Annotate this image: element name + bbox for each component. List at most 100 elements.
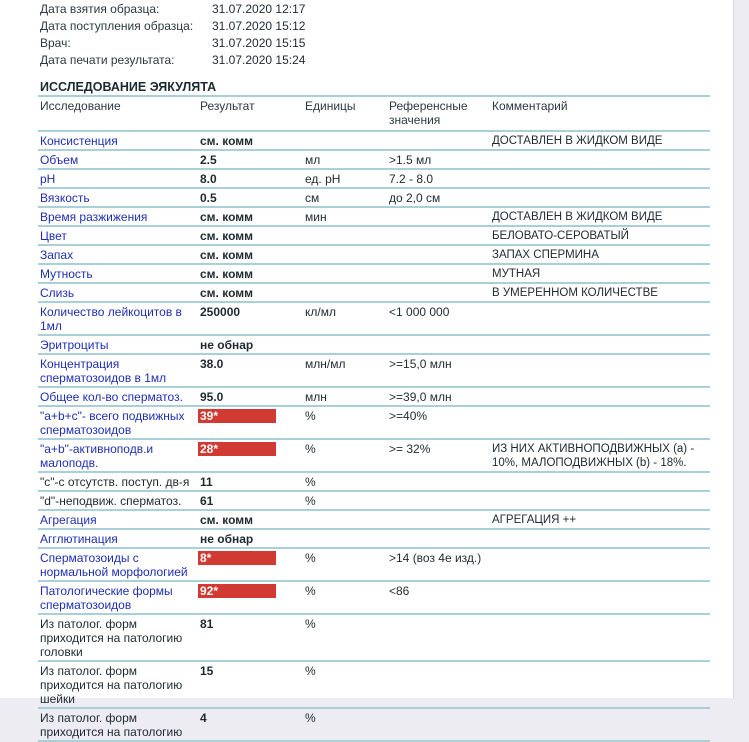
test-name: "a+b"-активноподв.и малоподв. xyxy=(38,438,198,472)
result-cell: см. комм xyxy=(198,206,303,226)
section-title: ИССЛЕДОВАНИЕ ЭЯКУЛЯТА xyxy=(40,80,217,94)
unit: % xyxy=(303,613,387,661)
reference: >14 (воз 4е изд.) xyxy=(387,547,490,581)
unit: % xyxy=(303,405,387,439)
result-cell: 61 xyxy=(198,490,303,510)
table-row: Вязкость 0.5 см до 2,0 см xyxy=(38,187,710,207)
comment xyxy=(490,386,710,406)
table-row: Запах см. комм ЗАПАХ СПЕРМИНА xyxy=(38,244,710,264)
unit: % xyxy=(303,547,387,581)
table-row: Из патолог. форм приходится на патологию… xyxy=(38,660,710,708)
reference xyxy=(387,490,490,510)
test-name: Эритроциты xyxy=(38,334,198,354)
result-value: 250000 xyxy=(200,305,241,319)
test-name: Агрегация xyxy=(38,509,198,529)
meta-row: Дата взятия образца: 31.07.2020 12:17 xyxy=(40,1,305,18)
result-value: 11 xyxy=(200,475,213,489)
result-value: см. комм xyxy=(200,248,253,262)
col-test: Исследование xyxy=(38,95,198,131)
result-value: см. комм xyxy=(200,513,253,527)
result-value: см. комм xyxy=(200,286,253,300)
unit: см xyxy=(303,187,387,207)
test-name: Количество лейкоцитов в 1мл xyxy=(38,301,198,335)
table-row: "a+b+c"- всего подвижных сперматозоидов … xyxy=(38,405,710,439)
unit: % xyxy=(303,707,387,742)
reference xyxy=(387,707,490,742)
comment xyxy=(490,580,710,614)
reference xyxy=(387,206,490,226)
col-result: Результат xyxy=(198,95,303,131)
result-value: см. комм xyxy=(200,210,253,224)
result-flagged: 39* xyxy=(198,409,276,423)
unit xyxy=(303,263,387,283)
comment: ИЗ НИХ АКТИВНОПОДВИЖНЫХ (а) - 10%, МАЛОП… xyxy=(490,438,710,472)
comment xyxy=(490,707,710,742)
result-value: см. комм xyxy=(200,229,253,243)
table-row: Агглютинация не обнар xyxy=(38,528,710,548)
test-name: "d"-неподвиж. сперматоз. xyxy=(38,490,198,510)
test-name: Запах xyxy=(38,244,198,264)
unit: % xyxy=(303,438,387,472)
result-value: 0.5 xyxy=(200,191,217,205)
unit xyxy=(303,509,387,529)
result-cell: 11 xyxy=(198,471,303,491)
table-row: Патологические формы сперматозоидов 92* … xyxy=(38,580,710,614)
comment: ДОСТАВЛЕН В ЖИДКОМ ВИДЕ xyxy=(490,206,710,226)
table-row: Цвет см. комм БЕЛОВАТО-СЕРОВАТЫЙ xyxy=(38,225,710,245)
sample-info: Дата взятия образца: 31.07.2020 12:17 Дата… xyxy=(40,1,305,69)
meta-row: Врач: 31.07.2020 15:15 xyxy=(40,35,305,52)
result-value: 8.0 xyxy=(200,172,217,186)
col-units: Единицы xyxy=(303,95,387,131)
col-reference: Референсные значения xyxy=(387,95,490,131)
report-page: Дата взятия образца: 31.07.2020 12:17 Дата… xyxy=(0,0,734,742)
unit: % xyxy=(303,660,387,708)
table-row: Количество лейкоцитов в 1мл 250000 кл/мл… xyxy=(38,301,710,335)
comment xyxy=(490,660,710,708)
result-cell: см. комм xyxy=(198,282,303,302)
test-name: "c"-с отсутств. поступ. дв-я xyxy=(38,471,198,491)
reference: >=40% xyxy=(387,405,490,439)
reference xyxy=(387,263,490,283)
table-row: "c"-с отсутств. поступ. дв-я 11 % xyxy=(38,471,710,491)
comment xyxy=(490,187,710,207)
reference xyxy=(387,613,490,661)
reference: >=15,0 млн xyxy=(387,353,490,387)
meta-value: 31.07.2020 12:17 xyxy=(212,2,306,16)
reference xyxy=(387,471,490,491)
meta-value: 31.07.2020 15:24 xyxy=(212,53,306,67)
reference: >1.5 мл xyxy=(387,149,490,169)
meta-value: 31.07.2020 15:15 xyxy=(212,36,306,50)
comment xyxy=(490,353,710,387)
table-row: pH 8.0 ед. pH 7.2 - 8.0 xyxy=(38,168,710,188)
result-value: 81 xyxy=(200,617,214,631)
test-name: Цвет xyxy=(38,225,198,245)
result-cell: 38.0 xyxy=(198,353,303,387)
result-cell: 2.5 xyxy=(198,149,303,169)
unit xyxy=(303,225,387,245)
table-row: Консистенция см. комм ДОСТАВЛЕН В ЖИДКОМ… xyxy=(38,130,710,150)
result-cell: не обнар xyxy=(198,528,303,548)
comment xyxy=(490,528,710,548)
result-cell: см. комм xyxy=(198,244,303,264)
result-value: 61 xyxy=(200,494,214,508)
unit: % xyxy=(303,580,387,614)
test-name: Консистенция xyxy=(38,130,198,150)
result-cell: см. комм xyxy=(198,130,303,150)
result-cell: не обнар xyxy=(198,334,303,354)
reference: <1 000 000 xyxy=(387,301,490,335)
unit xyxy=(303,334,387,354)
test-name: Вязкость xyxy=(38,187,198,207)
table-row: "a+b"-активноподв.и малоподв. 28* % >= 3… xyxy=(38,438,710,472)
reference xyxy=(387,130,490,150)
result-cell: 4 xyxy=(198,707,303,742)
meta-label: Дата печати результата: xyxy=(40,53,175,67)
comment: ДОСТАВЛЕН В ЖИДКОМ ВИДЕ xyxy=(490,130,710,150)
meta-row: Дата поступления образца: 31.07.2020 15:1… xyxy=(40,18,305,35)
result-value: см. комм xyxy=(200,134,253,148)
table-row: Агрегация см. комм АГРЕГАЦИЯ ++ xyxy=(38,509,710,529)
unit: мл xyxy=(303,149,387,169)
result-cell: см. комм xyxy=(198,263,303,283)
reference: >=39,0 млн xyxy=(387,386,490,406)
comment xyxy=(490,149,710,169)
meta-label: Дата взятия образца: xyxy=(40,2,160,16)
